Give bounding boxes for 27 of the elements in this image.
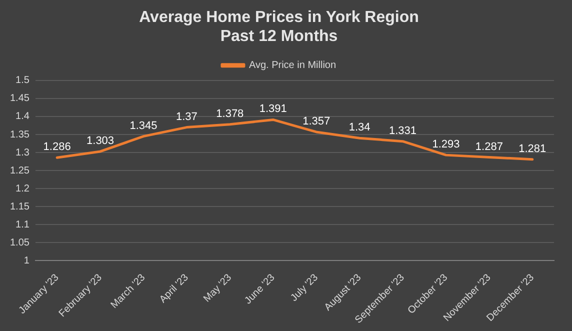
data-label: 1.357 [302,116,330,128]
data-label: 1.287 [475,140,503,153]
y-tick-label: 1.15 [10,201,30,212]
data-label: 1.34 [348,122,370,134]
data-label: 1.281 [518,142,546,155]
data-label: 1.293 [432,138,460,151]
chart-title: Average Home Prices in York Region Past 12 Months [139,9,419,46]
data-label: 1.303 [86,134,114,147]
y-tick-label: 1.45 [10,93,30,104]
data-label: 1.286 [43,141,71,154]
y-tick-label: 1.3 [16,147,30,158]
y-tick-label: 1.05 [10,237,30,248]
data-label: 1.331 [388,124,417,137]
data-label: 1.345 [130,120,158,132]
y-tick-label: 1.35 [10,129,30,140]
data-label: 1.37 [176,110,198,123]
y-tick-label: 1.4 [16,111,30,122]
y-tick-label: 1.2 [16,183,30,194]
x-tick-label: May '23 [202,272,234,305]
y-tick-label: 1 [24,255,30,266]
data-label: 1.391 [259,103,287,116]
y-tick-label: 1.1 [16,219,30,230]
y-tick-label: 1.25 [10,165,30,176]
y-tick-label: 1.5 [16,75,30,86]
data-label: 1.378 [216,108,244,120]
legend-label: Avg. Price in Million [248,60,336,72]
x-tick-label: July '23 [288,272,321,304]
